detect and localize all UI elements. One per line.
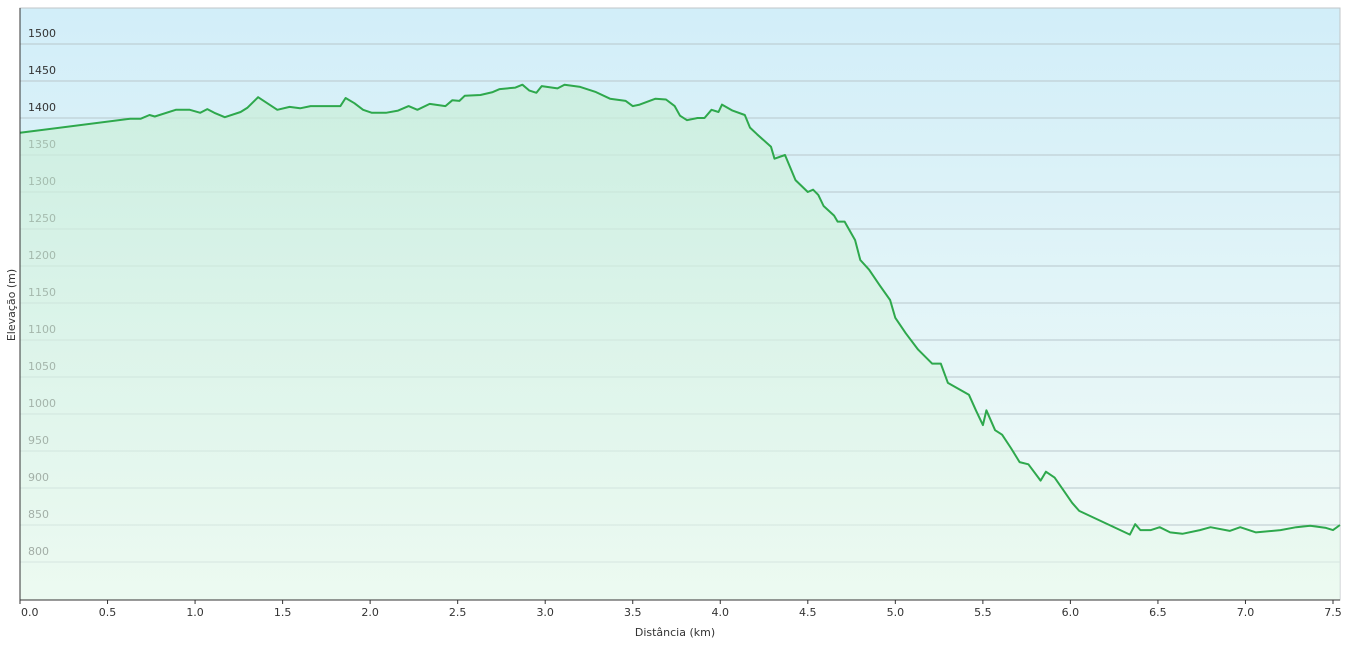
x-axis-label: Distância (km) xyxy=(635,626,715,639)
x-tick-label: 4.5 xyxy=(799,606,817,619)
x-tick-label: 5.0 xyxy=(887,606,905,619)
x-tick-label: 7.0 xyxy=(1237,606,1255,619)
x-tick-label: 6.0 xyxy=(1062,606,1080,619)
x-tick-label: 2.5 xyxy=(449,606,467,619)
x-tick-label: 3.5 xyxy=(624,606,642,619)
y-tick-label: 1450 xyxy=(28,64,56,77)
x-tick-label: 1.0 xyxy=(186,606,204,619)
x-tick-label: 4.0 xyxy=(712,606,730,619)
x-tick-label: 3.0 xyxy=(536,606,554,619)
x-tick-label: 6.5 xyxy=(1149,606,1167,619)
y-tick-label: 1400 xyxy=(28,101,56,114)
x-tick-label: 1.5 xyxy=(274,606,292,619)
elevation-line xyxy=(19,83,1341,536)
y-axis-label: Elevação (m) xyxy=(5,269,18,341)
x-tick-label: 7.5 xyxy=(1324,606,1342,619)
x-tick-label: 0.0 xyxy=(21,606,39,619)
x-tick-label: 0.5 xyxy=(99,606,117,619)
x-tick-label: 5.5 xyxy=(974,606,992,619)
y-tick-label: 1500 xyxy=(28,27,56,40)
x-tick-label: 2.0 xyxy=(361,606,379,619)
area-fill xyxy=(20,84,1340,600)
